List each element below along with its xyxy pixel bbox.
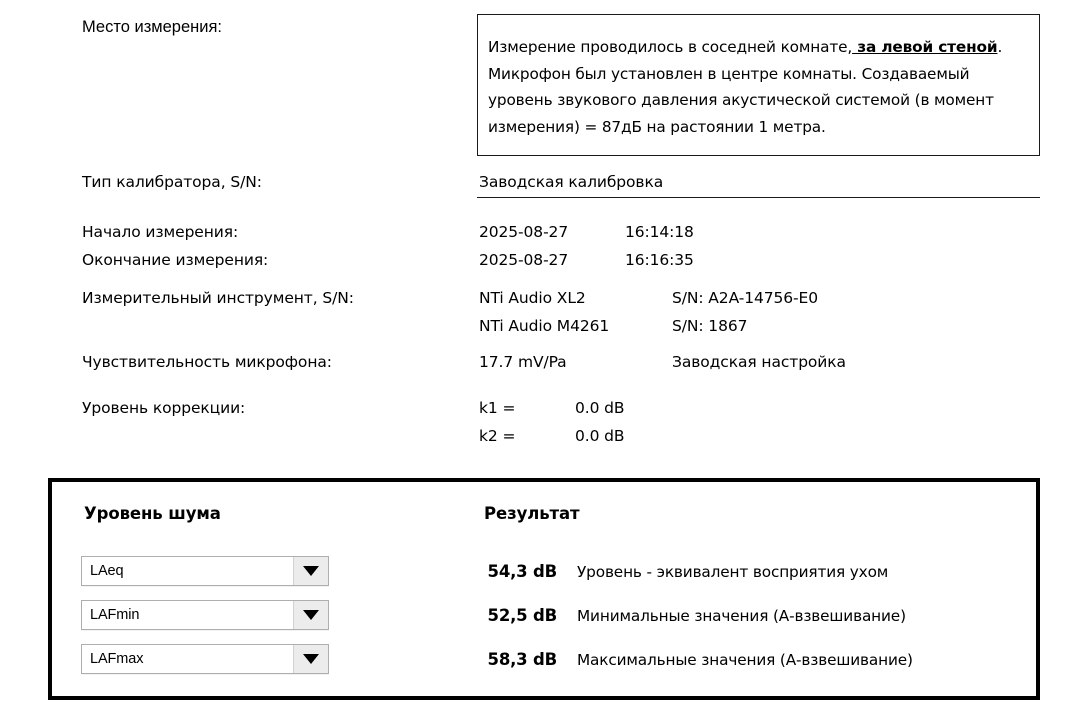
result-value-3: 58,3 dB bbox=[487, 650, 558, 669]
result-description-2: Минимальные значения (А-взвешивание) bbox=[577, 607, 906, 625]
correction-value-k2: 0.0 dB bbox=[575, 427, 625, 445]
start-date: 2025-08-27 bbox=[479, 223, 569, 241]
instrument-serial-1: S/N: A2A-14756-E0 bbox=[672, 289, 818, 307]
result-description-3: Максимальные значения (А-взвешивание) bbox=[577, 651, 913, 669]
correction-value-k1: 0.0 dB bbox=[575, 399, 625, 417]
calibrator-value: Заводская калибровка bbox=[479, 173, 664, 191]
noise-level-selector-2-value: LAFmin bbox=[90, 607, 140, 623]
end-label: Окончание измерения: bbox=[82, 251, 269, 269]
chevron-down-icon[interactable] bbox=[293, 601, 328, 629]
calibrator-label: Тип калибратора, S/N: bbox=[82, 173, 262, 191]
result-description-1: Уровень - эквивалент восприятия ухом bbox=[577, 563, 889, 581]
results-heading-result: Результат bbox=[484, 504, 580, 523]
start-label: Начало измерения: bbox=[82, 223, 239, 241]
noise-level-selector-1[interactable]: LAeq bbox=[81, 556, 329, 586]
noise-level-selector-1-value: LAeq bbox=[90, 563, 124, 579]
results-heading-noise-level: Уровень шума bbox=[84, 504, 221, 523]
instrument-name-2: NTi Audio M4261 bbox=[479, 317, 610, 335]
result-value-1: 54,3 dB bbox=[487, 562, 558, 581]
place-label: Место измерения: bbox=[82, 18, 222, 36]
instrument-name-1: NTi Audio XL2 bbox=[479, 289, 586, 307]
results-panel: Уровень шума Результат LAeq 54,3 dB Уров… bbox=[48, 478, 1040, 700]
result-value-2: 52,5 dB bbox=[487, 606, 558, 625]
correction-key-k2: k2 = bbox=[479, 427, 516, 445]
instrument-serial-2: S/N: 1867 bbox=[672, 317, 748, 335]
correction-key-k1: k1 = bbox=[479, 399, 516, 417]
correction-label: Уровень коррекции: bbox=[82, 399, 246, 417]
description-emphasis: за левой стеной bbox=[852, 38, 998, 56]
start-time: 16:14:18 bbox=[625, 223, 694, 241]
end-time: 16:16:35 bbox=[625, 251, 694, 269]
place-description-box: Измерение проводилось в соседней комнате… bbox=[477, 14, 1040, 156]
noise-level-selector-3[interactable]: LAFmax bbox=[81, 644, 329, 674]
description-part-1: Измерение проводилось в соседней комнате… bbox=[488, 38, 853, 56]
noise-level-selector-2[interactable]: LAFmin bbox=[81, 600, 329, 630]
end-date: 2025-08-27 bbox=[479, 251, 569, 269]
mic-sensitivity-label: Чувствительность микрофона: bbox=[82, 353, 332, 371]
instrument-label: Измерительный инструмент, S/N: bbox=[82, 289, 354, 307]
noise-level-selector-3-value: LAFmax bbox=[90, 651, 144, 667]
calibrator-underline-rule bbox=[477, 197, 1040, 199]
mic-sensitivity-value: 17.7 mV/Pa bbox=[479, 353, 567, 371]
description-part-2: . Микрофон был установлен в центре комна… bbox=[488, 38, 1003, 136]
chevron-down-icon[interactable] bbox=[293, 645, 328, 673]
place-description-text: Измерение проводилось в соседней комнате… bbox=[488, 34, 1033, 140]
chevron-down-icon[interactable] bbox=[293, 557, 328, 585]
mic-sensitivity-note: Заводская настройка bbox=[672, 353, 846, 371]
